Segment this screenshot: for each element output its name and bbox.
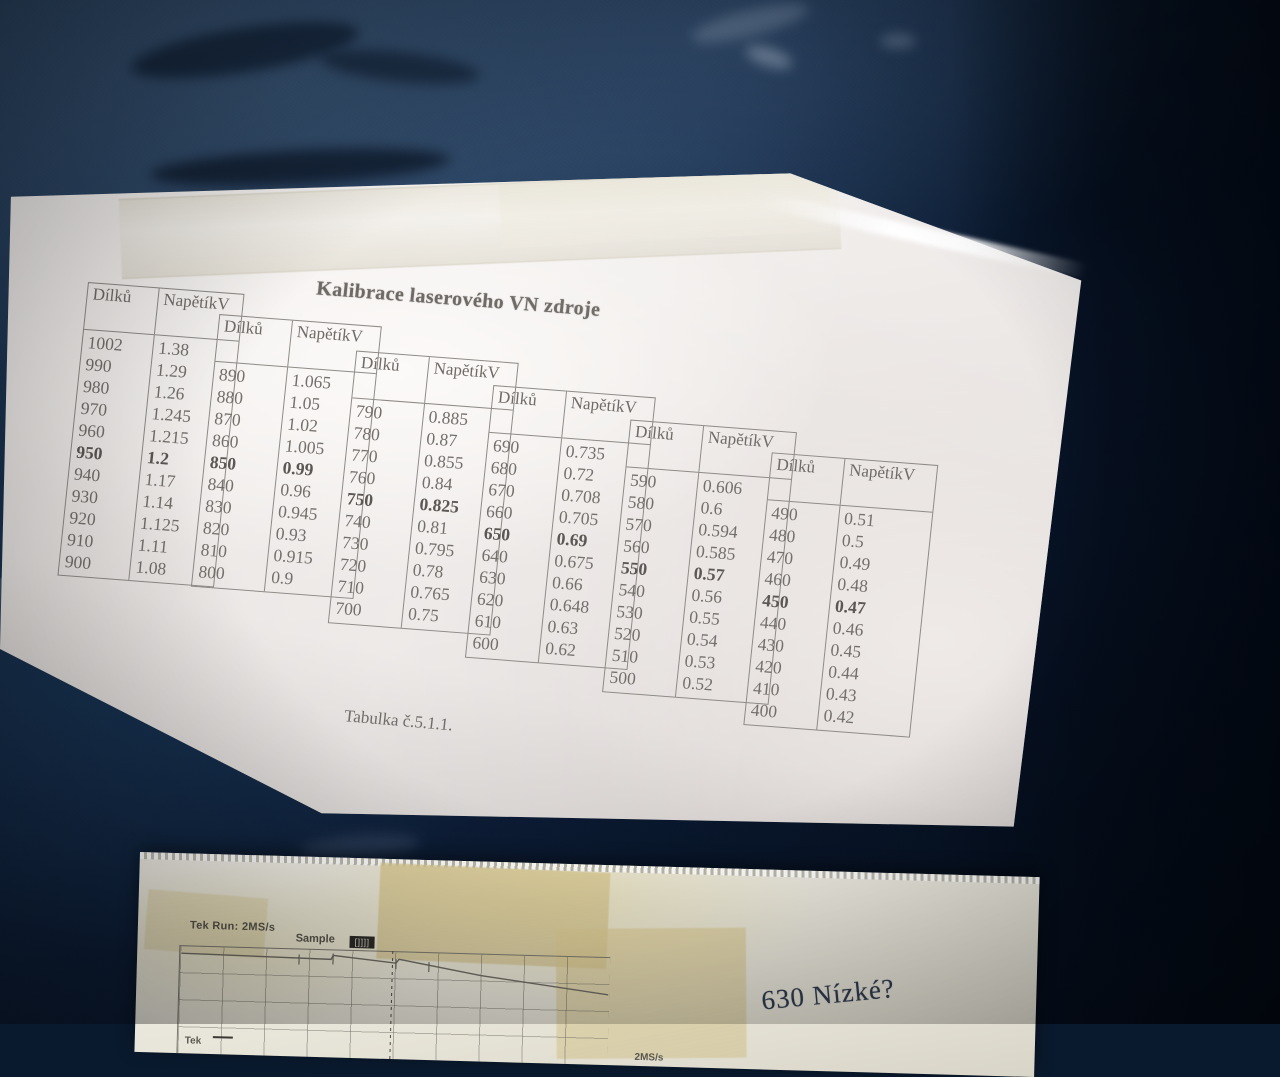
page-title: Kalibrace laserového VN zdroje xyxy=(315,277,602,321)
table-body: 490 480 470 460 450 440 430 420 410 400 0.51 0.5 0.4… xyxy=(744,500,932,736)
column-header-divisions: Dílků xyxy=(489,386,568,438)
column-header-voltage: NapětíkV xyxy=(848,460,917,485)
scope-mode-label: Sample xyxy=(295,932,335,946)
scope-secondary-label: Tek xyxy=(184,1035,202,1047)
cell-divisions: 700 xyxy=(334,597,363,620)
scope-waveform xyxy=(181,952,610,996)
cell-divisions: 900 xyxy=(63,550,93,573)
cell-divisions: 800 xyxy=(197,560,226,583)
cell-divisions: 500 xyxy=(608,666,637,689)
wall-scuff xyxy=(880,34,916,48)
column-header-divisions: Dílků xyxy=(215,315,294,367)
column-header-divisions: Dílků xyxy=(767,453,846,505)
handwritten-note: 630 Nízké? xyxy=(760,973,897,1016)
column-header-divisions: Dílků xyxy=(626,420,705,472)
oscilloscope-printout: Tek Run: 2MS/s Sample []]]] Tek 2MS/s 63… xyxy=(134,852,1040,1077)
column-header-divisions: Dílků xyxy=(84,283,160,335)
table-caption: Tabulka č.5.1.1. xyxy=(343,706,454,735)
scope-run-label: Tek Run: 2MS/s xyxy=(189,919,276,934)
scope-status-badge: []]]] xyxy=(349,935,375,949)
scope-rate-label: 2MS/s xyxy=(634,1051,664,1064)
cell-divisions: 400 xyxy=(749,699,779,722)
column-header-divisions: Dílků xyxy=(352,351,430,403)
cell-divisions: 600 xyxy=(471,631,500,654)
table-column-pair: Dílků NapětíkV 490 480 470 460 450 440 430 420 410… xyxy=(743,452,939,738)
